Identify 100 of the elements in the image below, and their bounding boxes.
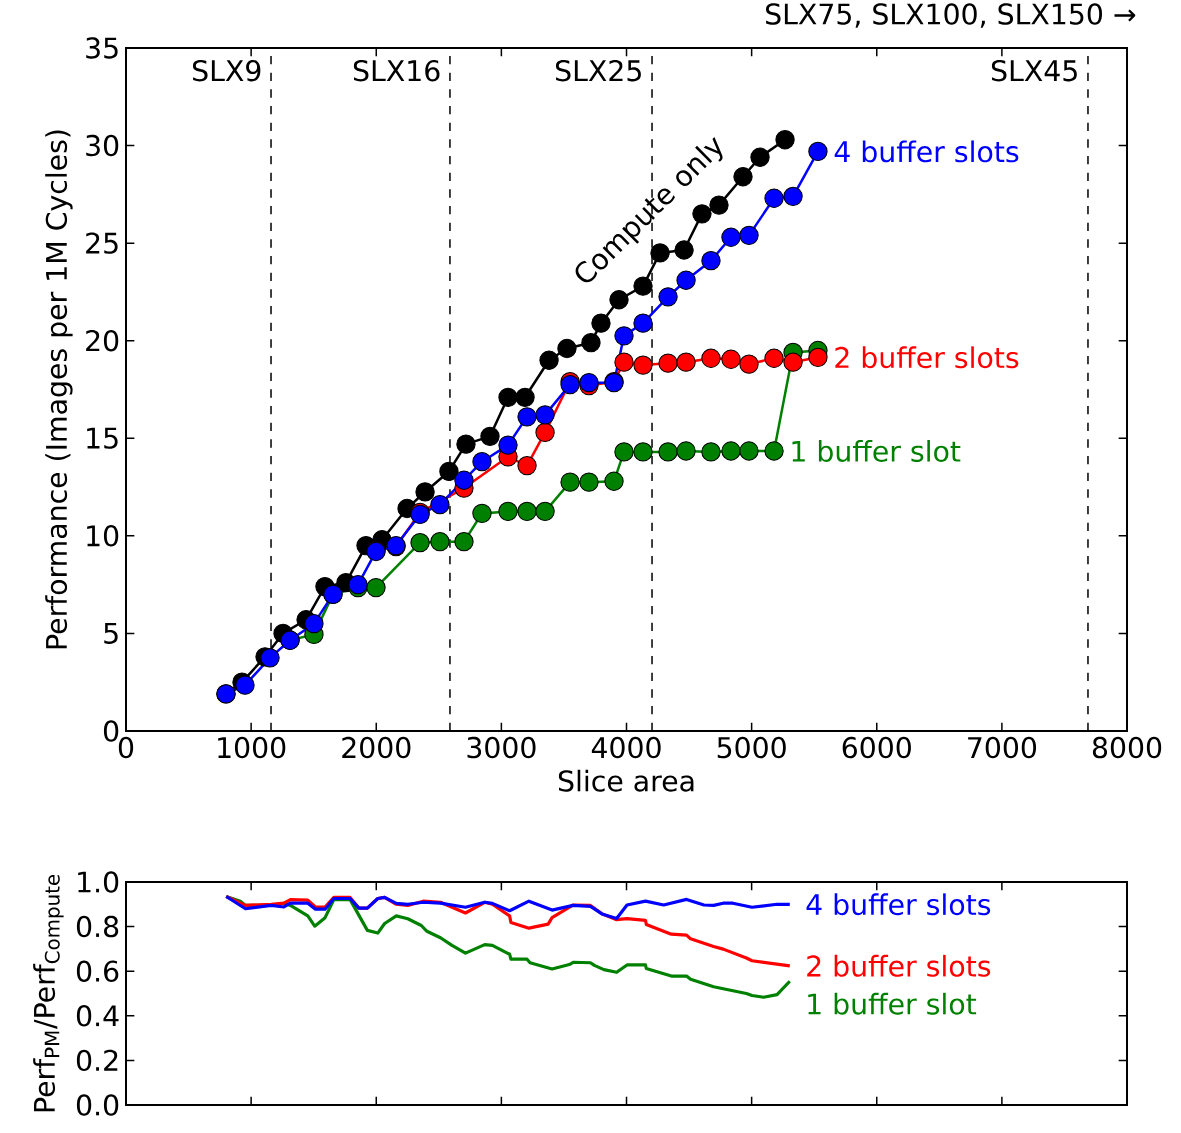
y-tick-label: 0.4 [76, 1005, 119, 1027]
x-tick-label: 8000 [1092, 736, 1162, 759]
point [366, 577, 386, 598]
point [535, 405, 555, 425]
point [472, 452, 492, 472]
point [454, 470, 474, 490]
point [498, 435, 518, 455]
point [764, 188, 784, 208]
point [701, 348, 721, 368]
x-tick-label: 0 [118, 736, 134, 759]
point [614, 352, 634, 372]
point [709, 195, 729, 215]
point [557, 338, 577, 359]
point [579, 472, 599, 492]
point [415, 482, 435, 502]
y-tick-label: 20 [86, 329, 119, 352]
series-label: 4 buffer slots [806, 893, 991, 916]
point [535, 422, 555, 443]
point [614, 326, 634, 346]
point [658, 442, 678, 462]
point [739, 441, 759, 461]
point [808, 347, 828, 367]
point [614, 442, 634, 462]
point [456, 434, 476, 454]
y-tick-label: 35 [86, 37, 118, 59]
point [633, 313, 653, 333]
point [739, 225, 759, 245]
x-tick-label: 1000 [218, 736, 286, 759]
series-label: 1 buffer slot [792, 439, 961, 462]
point [783, 186, 803, 206]
point [498, 501, 518, 522]
text: SLX75, SLX100, SLX150 → [766, 3, 1136, 28]
point [472, 503, 492, 524]
x-tick-label: 7000 [968, 736, 1037, 759]
y-axis-title: Performance (Images per 1M Cycles) [45, 130, 73, 649]
point [676, 441, 696, 461]
ref-line-label: SLX16 [353, 59, 440, 82]
point [701, 442, 721, 462]
point [701, 251, 721, 271]
point [775, 130, 795, 150]
point [764, 441, 784, 461]
point [539, 350, 559, 370]
y-tick-label: 5 [104, 622, 118, 644]
point [498, 387, 518, 407]
point [658, 287, 678, 307]
point [591, 313, 611, 333]
point [260, 648, 280, 668]
point [808, 141, 828, 162]
point [410, 533, 430, 553]
y-axis-title: Perf$_{PM}$/Perf$_{Compute}$ [33, 874, 64, 1112]
line-series [224, 894, 792, 921]
y-tick-label: 15 [87, 427, 118, 449]
point [783, 352, 803, 372]
point [750, 147, 770, 167]
y-tick-label: 0.6 [76, 960, 119, 982]
point [733, 167, 753, 187]
point [633, 355, 653, 375]
ref-line-label: SLX25 [555, 59, 641, 82]
x-tick-label: 5000 [717, 736, 786, 759]
point [515, 387, 535, 407]
y-tick-label: 25 [86, 232, 118, 254]
point [676, 270, 696, 290]
point [721, 441, 741, 461]
point [764, 348, 784, 368]
point [674, 240, 694, 260]
x-tick-label: 3000 [467, 736, 536, 759]
y-tick-label: 0.2 [76, 1049, 118, 1072]
point [658, 353, 678, 373]
y-tick-label: 30 [86, 134, 119, 157]
point [560, 472, 580, 492]
y-tick-label: 10 [87, 525, 119, 547]
series-label: 2 buffer slots [807, 954, 991, 977]
point [692, 204, 712, 224]
point [609, 290, 629, 310]
point [581, 332, 601, 353]
point [439, 461, 459, 482]
ref-line-label: SLX9 [193, 59, 261, 82]
x-tick-label: 2000 [342, 736, 411, 759]
point [430, 494, 450, 515]
point [517, 407, 537, 427]
point [517, 501, 537, 522]
point [535, 501, 555, 522]
x-tick-label: 4000 [591, 736, 661, 759]
y-tick-label: 0.8 [76, 915, 119, 938]
x-axis-title: Slice area [558, 769, 694, 792]
y-tick-label: 1.0 [78, 871, 119, 893]
series-label: 4 buffer slots [834, 140, 1019, 163]
y-tick-label: 0 [103, 720, 119, 742]
point [517, 455, 537, 476]
series-label: 1 buffer slot [808, 992, 977, 1015]
point [454, 532, 474, 552]
x-tick-label: 6000 [842, 736, 911, 759]
point [304, 614, 324, 634]
point [721, 349, 741, 369]
point [430, 532, 450, 552]
point [633, 442, 653, 462]
point [604, 471, 624, 491]
y-tick-label: 0.0 [76, 1094, 119, 1116]
point [739, 354, 759, 374]
ref-line-label: SLX45 [991, 59, 1077, 82]
